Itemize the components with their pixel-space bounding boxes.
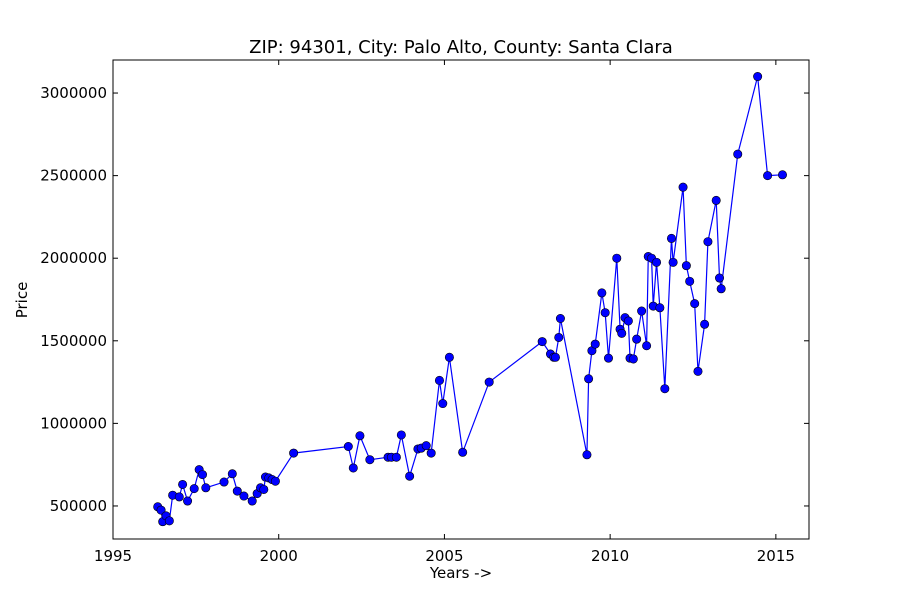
data-point [201, 483, 211, 493]
data-point [219, 477, 229, 487]
y-tick-label: 500000 [50, 497, 107, 515]
data-point [174, 492, 184, 502]
data-point [700, 319, 710, 329]
x-axis-label: Years -> [429, 564, 492, 582]
data-point [711, 195, 721, 205]
data-point [554, 332, 564, 342]
data-point [623, 316, 633, 326]
data-point [247, 496, 257, 506]
data-point [733, 149, 743, 159]
data-point [628, 354, 638, 364]
data-point [426, 448, 436, 458]
x-tick-label: 1995 [94, 547, 132, 565]
plot-frame [112, 59, 810, 540]
data-point [703, 237, 713, 247]
data-point [715, 273, 725, 283]
y-tick-label: 3000000 [40, 84, 107, 102]
data-point [600, 308, 610, 318]
data-point [660, 384, 670, 394]
data-point [582, 450, 592, 460]
data-point [343, 442, 353, 452]
data-point [164, 516, 174, 526]
data-point [642, 341, 652, 351]
data-point [655, 303, 665, 313]
data-point [693, 366, 703, 376]
data-point [365, 455, 375, 465]
data-point [668, 257, 678, 267]
data-point [678, 182, 688, 192]
data-point [438, 399, 448, 409]
y-tick-label: 2000000 [40, 249, 107, 267]
x-tick-label: 2000 [260, 547, 298, 565]
data-point [716, 284, 726, 294]
data-point [178, 479, 188, 489]
data-point [550, 352, 560, 362]
data-point [777, 170, 787, 180]
data-point [405, 471, 415, 481]
data-point [690, 299, 700, 309]
data-point [753, 72, 763, 82]
y-tick-label: 1500000 [40, 332, 107, 350]
x-tick-label: 2010 [591, 547, 629, 565]
data-point [637, 306, 647, 316]
data-point [434, 375, 444, 385]
data-point [259, 484, 269, 494]
data-point [391, 452, 401, 462]
data-point [537, 337, 547, 347]
data-point [348, 463, 358, 473]
data-point [612, 253, 622, 263]
data-point [458, 447, 468, 457]
data-point [189, 484, 199, 494]
data-point [227, 469, 237, 479]
data-point [355, 431, 365, 441]
y-tick-label: 2500000 [40, 167, 107, 185]
data-point [555, 313, 565, 323]
data-point [617, 328, 627, 338]
data-point [421, 441, 431, 451]
x-tick-label: 2015 [757, 547, 795, 565]
data-point [666, 233, 676, 243]
data-point [632, 334, 642, 344]
tick-layer: 1995 2000 2005 2010 2015 500000 1000000 1500000… [40, 60, 809, 565]
data-point [156, 505, 166, 515]
data-point [590, 339, 600, 349]
data-point [270, 476, 280, 486]
y-axis-label: Price [13, 282, 31, 319]
chart-title: ZIP: 94301, City: Palo Alto, County: San… [249, 37, 673, 58]
data-point [597, 288, 607, 298]
data-point [763, 171, 773, 181]
data-point [652, 257, 662, 267]
data-point [444, 352, 454, 362]
x-tick-label: 2005 [425, 547, 463, 565]
data-point [197, 470, 207, 480]
series-line [157, 76, 783, 524]
data-point [584, 374, 594, 384]
data-point [239, 491, 249, 501]
data-point [685, 276, 695, 286]
data-point [603, 353, 613, 363]
data-point [484, 377, 494, 387]
data-point [681, 261, 691, 271]
series-layer [153, 72, 787, 527]
data-point [289, 448, 299, 458]
data-point [183, 496, 193, 506]
data-point [396, 430, 406, 440]
data-point [232, 486, 242, 496]
y-tick-label: 1000000 [40, 414, 107, 432]
